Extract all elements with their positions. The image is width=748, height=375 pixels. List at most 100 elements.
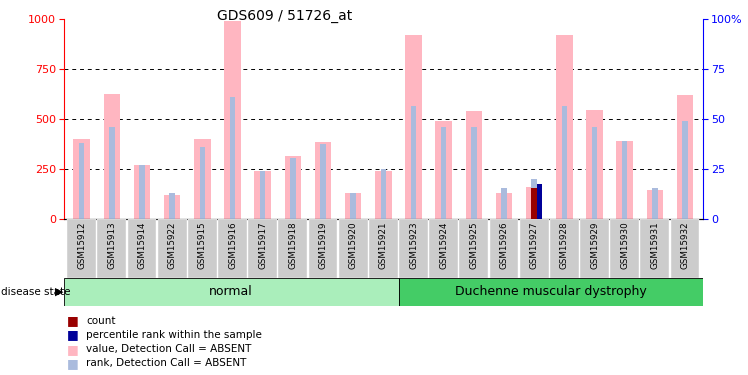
- Bar: [670, 219, 699, 278]
- Bar: [139, 165, 144, 219]
- Bar: [127, 219, 156, 278]
- Bar: [315, 142, 331, 219]
- Text: GSM15926: GSM15926: [500, 221, 509, 268]
- Bar: [592, 127, 597, 219]
- Bar: [520, 219, 549, 278]
- Bar: [218, 219, 247, 278]
- Bar: [622, 141, 628, 219]
- Bar: [278, 219, 307, 278]
- Text: GSM15924: GSM15924: [439, 221, 448, 268]
- Text: GSM15927: GSM15927: [530, 221, 539, 269]
- Text: ■: ■: [67, 357, 79, 370]
- Text: GSM15918: GSM15918: [288, 221, 298, 269]
- Bar: [496, 193, 512, 219]
- Bar: [429, 219, 459, 278]
- Text: rank, Detection Call = ABSENT: rank, Detection Call = ABSENT: [86, 358, 246, 368]
- Bar: [562, 106, 567, 219]
- Bar: [682, 121, 687, 219]
- Bar: [248, 219, 278, 278]
- Bar: [375, 171, 392, 219]
- Text: count: count: [86, 316, 115, 326]
- Text: GSM15916: GSM15916: [228, 221, 237, 268]
- Bar: [339, 219, 368, 278]
- Bar: [381, 169, 386, 219]
- Bar: [73, 139, 90, 219]
- Bar: [194, 139, 211, 219]
- Text: Duchenne muscular dystrophy: Duchenne muscular dystrophy: [455, 285, 647, 298]
- Bar: [284, 156, 301, 219]
- Bar: [646, 190, 663, 219]
- Bar: [677, 95, 693, 219]
- Bar: [200, 147, 205, 219]
- Text: GSM15930: GSM15930: [620, 221, 629, 269]
- Text: normal: normal: [209, 285, 253, 298]
- Text: ■: ■: [67, 314, 79, 327]
- Text: GSM15920: GSM15920: [349, 221, 358, 269]
- Bar: [170, 193, 175, 219]
- Bar: [652, 188, 657, 219]
- Text: percentile rank within the sample: percentile rank within the sample: [86, 330, 262, 340]
- Text: value, Detection Call = ABSENT: value, Detection Call = ABSENT: [86, 344, 251, 354]
- Bar: [526, 187, 542, 219]
- Bar: [501, 188, 506, 219]
- Text: GSM15932: GSM15932: [681, 221, 690, 269]
- Text: GSM15917: GSM15917: [258, 221, 267, 269]
- Bar: [308, 219, 337, 278]
- Text: GSM15912: GSM15912: [77, 221, 86, 268]
- Text: ▶: ▶: [55, 287, 63, 297]
- Bar: [164, 195, 180, 219]
- Bar: [64, 278, 399, 306]
- Bar: [369, 219, 398, 278]
- Bar: [532, 179, 537, 219]
- Bar: [103, 94, 120, 219]
- Bar: [67, 219, 96, 278]
- Bar: [158, 219, 187, 278]
- Text: GSM15929: GSM15929: [590, 221, 599, 268]
- Bar: [435, 121, 452, 219]
- Bar: [399, 278, 703, 306]
- Text: GSM15928: GSM15928: [560, 221, 568, 269]
- Text: GSM15921: GSM15921: [378, 221, 388, 268]
- Bar: [345, 193, 361, 219]
- Bar: [586, 110, 603, 219]
- Text: GSM15922: GSM15922: [168, 221, 177, 268]
- Bar: [351, 193, 356, 219]
- Bar: [550, 219, 579, 278]
- Bar: [556, 35, 573, 219]
- Bar: [254, 171, 271, 219]
- Text: ■: ■: [67, 328, 79, 341]
- Bar: [79, 143, 85, 219]
- Bar: [260, 171, 266, 219]
- Bar: [188, 219, 217, 278]
- Bar: [230, 97, 235, 219]
- Text: disease state: disease state: [1, 287, 70, 297]
- Bar: [471, 127, 476, 219]
- Bar: [465, 111, 482, 219]
- Text: ■: ■: [67, 343, 79, 355]
- Text: GDS609 / 51726_at: GDS609 / 51726_at: [217, 9, 352, 23]
- Bar: [411, 106, 416, 219]
- Text: GSM15913: GSM15913: [108, 221, 117, 269]
- Text: GSM15915: GSM15915: [198, 221, 207, 269]
- Bar: [616, 141, 633, 219]
- Text: GSM15923: GSM15923: [409, 221, 418, 269]
- Text: GSM15919: GSM15919: [319, 221, 328, 268]
- Bar: [610, 219, 639, 278]
- Bar: [290, 158, 295, 219]
- Bar: [405, 35, 422, 219]
- Bar: [537, 184, 542, 219]
- Bar: [459, 219, 488, 278]
- Bar: [399, 219, 428, 278]
- Bar: [532, 188, 537, 219]
- Text: GSM15931: GSM15931: [650, 221, 659, 269]
- Bar: [441, 127, 447, 219]
- Bar: [489, 219, 518, 278]
- Bar: [109, 127, 114, 219]
- Bar: [224, 21, 241, 219]
- Bar: [640, 219, 669, 278]
- Bar: [580, 219, 609, 278]
- Bar: [320, 144, 325, 219]
- Bar: [97, 219, 126, 278]
- Bar: [134, 165, 150, 219]
- Text: GSM15925: GSM15925: [469, 221, 479, 269]
